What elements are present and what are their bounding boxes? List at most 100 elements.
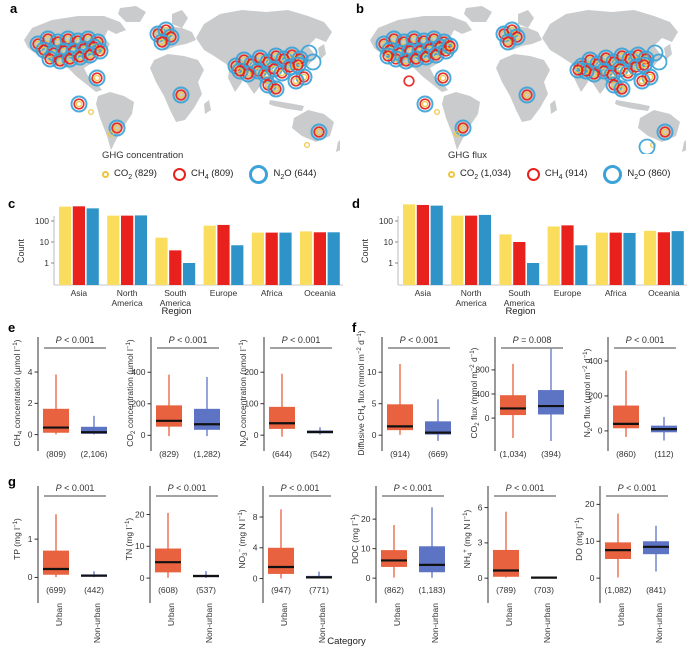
map-marker-ring: [315, 128, 323, 136]
map-marker-ring: [659, 126, 671, 138]
legend-item-label: N2O (860): [627, 168, 671, 181]
tspan: 4: [467, 552, 474, 556]
tspan: P: [394, 483, 400, 493]
y-tick-label: 0: [253, 573, 258, 583]
tspan: +: [462, 549, 469, 553]
sample-count-label: (542): [310, 449, 330, 459]
y-tick-label: 4: [253, 543, 258, 553]
map-marker-ring: [459, 124, 467, 132]
xaxis-label-region-c: Region: [161, 306, 192, 317]
y-tick-label: 0: [28, 572, 33, 582]
map-marker-ring: [618, 85, 626, 93]
panel-label-c: c: [8, 196, 16, 211]
map-marker-ring: [300, 44, 318, 62]
map-marker-ring: [656, 123, 674, 141]
box-urban: [493, 549, 519, 577]
bar-ch4: [265, 232, 278, 285]
bar-co2: [155, 237, 168, 285]
x-category-label: America: [112, 298, 143, 308]
bar-chart-flux-counts: 1 10 100 Count Asia North America South America E…: [352, 200, 689, 317]
map-marker-ring: [70, 95, 88, 113]
continents: [370, 6, 686, 152]
map-marker-ring: [434, 69, 452, 87]
x-category-label: Non-urban: [317, 603, 327, 643]
bar-ch4: [657, 232, 670, 285]
site-markers: [375, 21, 674, 154]
map-b-legend: GHG flux CO2 (1,034) CH4 (914) N2O (860): [448, 150, 680, 184]
map-marker-ring: [403, 75, 415, 87]
sample-count-label: (442): [84, 585, 104, 595]
bar-co2: [59, 206, 72, 285]
map-marker-ring: [580, 65, 592, 77]
box-urban: [500, 395, 526, 416]
tspan: flux (mmol m: [356, 354, 366, 405]
tspan: Diffusive CH: [356, 409, 366, 456]
map-marker-ring: [638, 77, 646, 85]
x-category-label: Asia: [71, 288, 88, 298]
y-tick-label: 20: [361, 514, 371, 524]
box-non-urban: [194, 408, 220, 430]
map-a-legend: GHG concentration CO2 (829) CH4 (809) N2O …: [102, 150, 326, 184]
x-category-label: South: [508, 288, 530, 298]
x-category-label: Non-urban: [542, 603, 552, 643]
y-axis-label: Count: [360, 239, 370, 264]
y-axis-label-text: Count: [16, 239, 26, 264]
map-marker-ring: [172, 86, 190, 104]
y-tick-label: 3: [478, 538, 483, 548]
tspan: P: [626, 335, 632, 345]
tspan: 2: [587, 427, 594, 431]
x-category-label: Oceania: [648, 288, 680, 298]
tspan: < 0.001: [62, 335, 95, 345]
p-value-label: P < 0.001: [626, 335, 665, 345]
boxplot: 0 4 8 NO3− (mg N l−1) P < 0.001 (947) Urban (77…: [237, 483, 332, 643]
tspan: d: [582, 358, 592, 365]
p-value-label: P < 0.001: [56, 483, 95, 493]
y-tick-label: 0: [254, 430, 259, 440]
y-tick-label: 20: [585, 499, 595, 509]
boxplot: 0 3 6 NH4+ (mg N l−1) P < 0.001 (789) Urban (70…: [462, 483, 557, 643]
tspan: < 0.001: [175, 335, 208, 345]
map-marker-ring: [439, 74, 447, 82]
box-urban: [155, 548, 181, 573]
bar-ch4: [513, 242, 526, 285]
map-marker-ring: [577, 62, 595, 80]
box-non-urban: [425, 421, 451, 435]
x-category-label: South: [164, 288, 186, 298]
map-marker-ring: [650, 53, 668, 71]
x-category-label: Urban: [392, 603, 402, 626]
tspan: NH: [462, 556, 472, 568]
p-value-label: P < 0.001: [394, 483, 433, 493]
tspan: −1: [582, 351, 589, 359]
y-axis-label-text: N2O concentration (nmol l−1): [238, 339, 250, 446]
x-category-label: Non-urban: [92, 603, 102, 643]
y-tick-label: 0: [598, 426, 603, 436]
bar-chart-concentration-counts: 1 10 100 Count Asia North America South America E…: [8, 200, 345, 317]
sample-count-label: (644): [272, 449, 292, 459]
co2-ring-icon: [448, 170, 455, 178]
x-category-label: Urban: [279, 603, 289, 626]
bar-ch4: [217, 224, 230, 285]
map-marker-ring: [234, 65, 246, 77]
bar-co2: [499, 234, 512, 285]
tspan: −1: [12, 520, 19, 528]
y-axis-label: DOC (mg l−1): [350, 514, 360, 564]
bar-ch4: [313, 232, 326, 285]
tspan: flux (mmol m: [469, 371, 479, 422]
bar-co2: [451, 215, 464, 285]
map-marker-ring: [502, 36, 514, 48]
landmass: [615, 100, 650, 111]
y-tick-label: 200: [244, 367, 258, 377]
x-category-label: Urban: [54, 603, 64, 626]
map-marker-ring: [158, 38, 166, 46]
tspan: TN (mg l: [124, 528, 134, 561]
y-axis-label-text: CO2 concentration (µmol l−1): [125, 339, 137, 447]
bar-co2: [644, 230, 657, 285]
sample-count-label: (2,106): [81, 449, 108, 459]
map-marker-ring: [153, 33, 171, 51]
panel-label-e: e: [8, 320, 16, 335]
y-axis-label: Count: [16, 239, 26, 264]
bar-co2: [403, 204, 416, 285]
